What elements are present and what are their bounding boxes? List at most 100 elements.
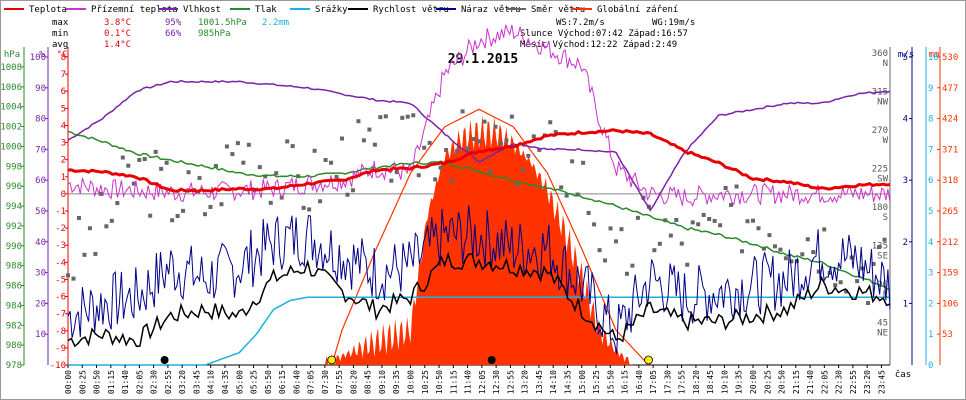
wind-dir-point — [246, 142, 251, 147]
mm-tick: 3 — [928, 269, 933, 279]
wind-dir-point — [723, 185, 728, 190]
wind-dir-point — [257, 165, 262, 170]
stat-min-press: 985hPa — [198, 29, 231, 39]
temp-axis-tick: 6 — [61, 87, 66, 97]
wind-dir-point — [285, 139, 290, 144]
x-tick-label: 20:00 — [749, 370, 758, 394]
x-tick-label: 19:10 — [720, 370, 729, 394]
x-tick-label: 00:50 — [93, 370, 102, 394]
wind-dir-point — [329, 160, 334, 165]
wind-dir-point — [76, 216, 81, 221]
wind-dir-point — [383, 114, 388, 119]
legend-item: Přízemní teplota — [66, 5, 178, 15]
wind-dir-point — [109, 218, 114, 223]
info-ws: WS:7.2m/s — [556, 18, 605, 28]
ms-axis-tick: 2 — [903, 238, 908, 248]
legend-item: Tlak — [230, 5, 277, 15]
wind-dir-point — [87, 226, 92, 231]
x-tick-label: 10:25 — [421, 370, 430, 394]
temp-axis-tick: -10 — [50, 361, 66, 371]
x-tick-label: 23:20 — [863, 370, 872, 394]
x-tick-label: 12:05 — [478, 370, 487, 394]
wind-dir-point — [301, 205, 306, 210]
legend-label: Tlak — [255, 5, 277, 15]
wind-dir-point — [614, 239, 618, 244]
temp-axis-tick: 2 — [61, 156, 66, 166]
wind-dir-point — [361, 138, 366, 143]
x-tick-label: 07:30 — [321, 370, 330, 394]
hpa-axis-tick: 992 — [6, 222, 22, 232]
wind-dir-point — [559, 185, 564, 190]
temp-axis-tick: -5 — [55, 275, 66, 285]
wind-dir-point — [318, 199, 323, 204]
wind-dir-point — [624, 271, 629, 276]
legend-label: Rychlost větru — [373, 5, 449, 15]
pct-axis-tick: 90 — [35, 84, 46, 94]
wind-dir-point — [241, 160, 246, 165]
temp-axis-tick: 7 — [61, 70, 66, 80]
wind-dir-point — [197, 175, 202, 180]
wind-dir-point — [345, 192, 350, 197]
wind-dir-point — [356, 119, 361, 124]
legend-label: Vlhkost — [183, 5, 221, 15]
wind-dir-point — [438, 165, 443, 170]
wind-dir-point — [740, 249, 745, 254]
x-tick-label: 18:20 — [692, 370, 701, 394]
wind-dir-point — [334, 174, 339, 179]
wind-dir-point — [350, 188, 355, 193]
hpa-axis-tick: 998 — [6, 162, 22, 172]
plot-area — [66, 24, 891, 366]
wind-dir-point — [224, 144, 229, 149]
wind-dir-point — [340, 136, 344, 141]
wind-dir-point — [597, 248, 602, 253]
dir-tick-label: NE — [877, 329, 888, 339]
x-tick-label: 02:05 — [135, 370, 144, 394]
wind-dir-point — [526, 153, 531, 158]
legend-label: Směr větru — [531, 5, 585, 15]
wind-dir-point — [586, 210, 591, 215]
wind-dir-point — [93, 251, 98, 256]
stats-panel: max 3.8°C 95% 1001.5hPa 2.2mm min 0.1°C 66% 985h… — [52, 18, 289, 50]
wind-dir-point — [372, 142, 377, 147]
ground-temp-line — [67, 24, 891, 207]
wm2-tick: 106 — [942, 299, 958, 309]
wind-dir-point — [564, 193, 569, 198]
pct-axis-tick: 30 — [35, 269, 46, 279]
wind-dir-point — [778, 247, 783, 252]
wind-dir-point — [126, 163, 131, 168]
moon-marker — [160, 356, 169, 364]
stat-max-hum: 95% — [165, 18, 182, 28]
x-tick-label: 20:25 — [763, 370, 772, 394]
wind-dir-point — [751, 218, 755, 223]
x-tick-label: 11:15 — [449, 370, 458, 394]
wind-dir-point — [493, 124, 498, 129]
wind-dir-point — [153, 149, 158, 154]
legend-item: Náraz větru — [436, 5, 521, 15]
stat-max-press: 1001.5hPa — [198, 18, 247, 28]
legend-item: Vlhkost — [158, 5, 221, 15]
x-tick-label: 14:35 — [563, 370, 572, 394]
wind-dir-point — [378, 115, 383, 120]
wind-dir-point — [729, 202, 734, 207]
wind-dir-point — [389, 178, 394, 183]
x-tick-label: 22:30 — [835, 370, 844, 394]
radiation-max-curve — [331, 108, 649, 366]
x-tick-label: 13:45 — [535, 370, 544, 394]
x-tick-label: 02:55 — [164, 370, 173, 394]
legend-label: Náraz větru — [461, 5, 521, 15]
x-tick-label: 07:55 — [335, 370, 344, 394]
ms-axis-tick: 4 — [903, 115, 908, 125]
wind-dir-point — [455, 149, 460, 154]
pct-axis-tick: 60 — [35, 176, 46, 186]
wind-dir-point — [427, 140, 432, 145]
wind-dir-point — [707, 217, 712, 222]
wind-dir-point — [98, 191, 103, 196]
dir-tick-deg: 45 — [877, 319, 888, 329]
wind-dir-point — [268, 200, 273, 205]
x-tick-label: 12:55 — [506, 370, 515, 394]
wind-dir-point — [137, 157, 142, 162]
wind-dir-point — [487, 169, 492, 174]
wind-dir-point — [789, 259, 794, 264]
